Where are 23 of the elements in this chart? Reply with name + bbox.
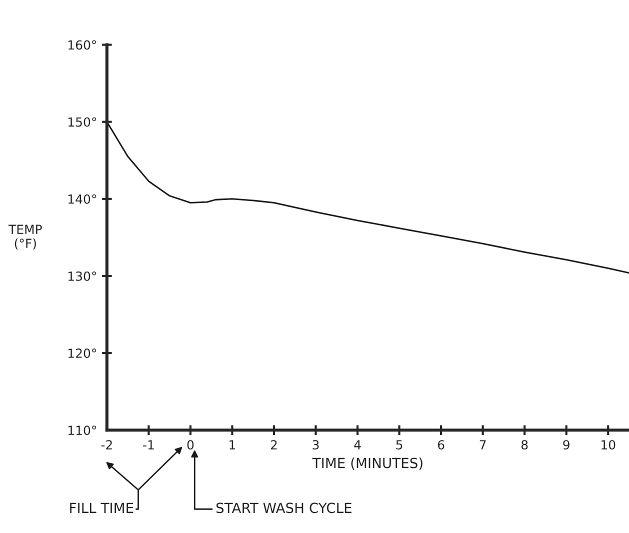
x-tick-label: 2 [270,440,277,450]
x-tick-label: 0 [187,440,194,450]
x-tick-label: 10 [602,440,616,450]
text: FILL TIME [70,502,134,513]
x-tick-label: 3 [312,440,319,450]
y-tick-label: 160° [68,40,96,50]
y-tick-label: 140° [68,194,96,204]
text: START WASH CYCLE [216,502,352,514]
x-tick-label: -2 [101,440,112,450]
y-tick-label: 120° [68,348,96,358]
x-axis-title: TIME (MINUTES) [312,458,422,470]
x-tick-label: 7 [480,440,486,450]
x-tick-label: -1 [143,440,154,450]
x-tick-label: 1 [230,440,236,450]
y-tick-label: 150° [68,117,96,127]
x-tick-label: 6 [438,440,444,450]
x-tick-label: 5 [396,440,402,450]
y-axis-title: TEMP (°F) [8,224,42,250]
x-tick-label: 4 [354,440,361,450]
x-tick-label: 9 [563,440,570,450]
x-tick-label: 8 [521,440,528,450]
y-tick-label: 110° [68,426,96,436]
y-tick-label: 130° [68,271,96,281]
